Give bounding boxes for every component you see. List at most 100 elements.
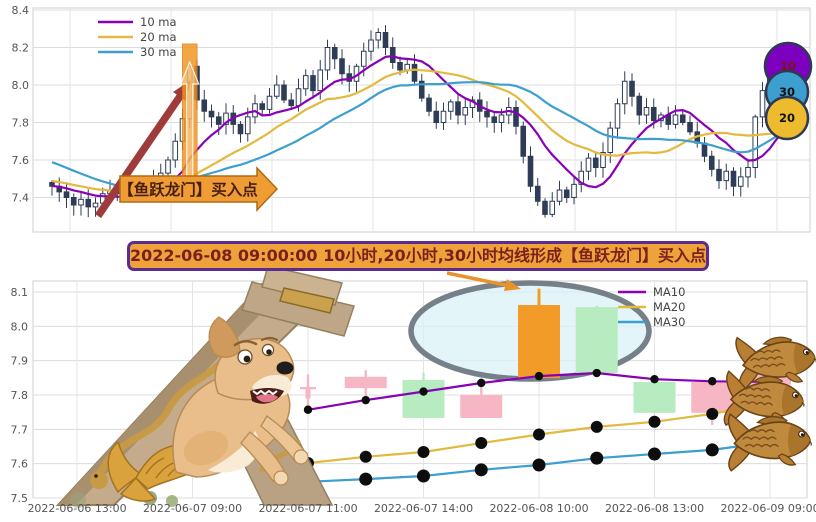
highlight-band bbox=[179, 43, 200, 187]
ma-marker bbox=[361, 395, 370, 405]
candle bbox=[708, 155, 715, 170]
candle bbox=[759, 90, 766, 118]
candle bbox=[752, 116, 759, 168]
x-tick-label: 2022-06-06 13:00 bbox=[27, 502, 126, 515]
ma-line bbox=[51, 81, 785, 190]
buy-point-flag: 【鱼跃龙门】买入点 bbox=[118, 166, 279, 212]
ma-marker bbox=[477, 378, 486, 388]
candle bbox=[462, 107, 469, 116]
dog-ear bbox=[208, 316, 241, 358]
candle bbox=[575, 307, 618, 374]
candle bbox=[259, 103, 266, 110]
ma-marker bbox=[419, 387, 428, 396]
candle bbox=[534, 185, 541, 202]
ma-badges: 10 30 20 bbox=[763, 41, 813, 141]
candle bbox=[730, 170, 737, 187]
candle bbox=[411, 63, 418, 82]
candle bbox=[455, 101, 461, 116]
candle bbox=[723, 170, 730, 182]
candle bbox=[70, 197, 77, 206]
candle bbox=[563, 189, 570, 198]
candle bbox=[237, 123, 244, 135]
y-tick-label: 7.7 bbox=[11, 423, 29, 436]
candle bbox=[418, 80, 425, 99]
y-tick-label: 8.1 bbox=[11, 286, 29, 299]
candle bbox=[165, 159, 171, 174]
y-tick-label: 8.0 bbox=[11, 320, 29, 333]
candle bbox=[520, 125, 527, 157]
candle bbox=[223, 112, 229, 125]
ma-marker bbox=[648, 415, 661, 428]
legend-item-label: 30 ma bbox=[140, 45, 177, 59]
candle bbox=[687, 122, 693, 133]
candle bbox=[447, 101, 454, 112]
dog-nose bbox=[276, 361, 294, 375]
ma-marker bbox=[359, 450, 372, 463]
ma-marker bbox=[648, 447, 661, 461]
y-tick-label: 7.5 bbox=[11, 492, 29, 505]
ma-marker bbox=[590, 420, 603, 433]
legend-item-label: MA10 bbox=[653, 285, 685, 299]
ma-marker bbox=[706, 407, 719, 420]
x-tick-label: 2022-06-07 11:00 bbox=[258, 502, 357, 515]
x-tick-label: 2022-06-08 10:00 bbox=[489, 502, 588, 515]
candle bbox=[402, 379, 445, 418]
ma-marker bbox=[303, 405, 313, 414]
y-tick-label: 8.2 bbox=[12, 42, 30, 55]
trend-arrow-shaft bbox=[94, 89, 187, 219]
pointer-arrow-head bbox=[504, 279, 521, 291]
candle bbox=[556, 189, 563, 202]
buy-flag-label: 【鱼跃龙门】买入点 bbox=[118, 180, 258, 199]
y-tick-label: 8.4 bbox=[12, 4, 30, 17]
candle bbox=[672, 114, 679, 125]
candle bbox=[629, 80, 635, 97]
candle bbox=[679, 114, 686, 123]
ma-marker bbox=[708, 377, 717, 386]
y-tick-label: 7.9 bbox=[11, 355, 29, 368]
y-tick-label: 7.6 bbox=[11, 458, 29, 471]
candle bbox=[745, 167, 751, 178]
y-tick-label: 8.0 bbox=[12, 79, 30, 92]
candle bbox=[513, 107, 519, 127]
candle bbox=[85, 198, 92, 208]
candle bbox=[244, 116, 251, 135]
candle bbox=[172, 140, 179, 161]
candle bbox=[549, 200, 556, 215]
ma-marker bbox=[532, 458, 546, 472]
candle bbox=[518, 305, 560, 379]
candle bbox=[368, 39, 374, 52]
candle bbox=[440, 110, 447, 123]
ma-marker bbox=[417, 469, 430, 483]
candle bbox=[636, 95, 643, 116]
ma-marker bbox=[705, 443, 719, 457]
y-tick-label: 7.4 bbox=[12, 192, 30, 205]
candle bbox=[397, 62, 403, 71]
bottom-ma-lines bbox=[301, 368, 777, 489]
top-axis-labels: 8.4 8.2 8.0 7.8 7.6 7.4 bbox=[12, 4, 30, 205]
legend-item-label: MA20 bbox=[653, 300, 685, 314]
up-arrow-icon bbox=[179, 60, 200, 183]
ma-marker bbox=[590, 451, 604, 465]
candle bbox=[310, 75, 316, 92]
ma-marker bbox=[475, 437, 488, 450]
legend-item-label: 10 ma bbox=[140, 15, 177, 29]
candle bbox=[607, 127, 614, 153]
candle bbox=[331, 47, 338, 60]
candle bbox=[305, 388, 311, 399]
event-banner: 2022-06-08 09:00:00 10小时,20小时,30小时均线形成【鱼… bbox=[127, 241, 709, 271]
buy-flag-shape bbox=[119, 166, 279, 212]
fish-tail-fin bbox=[107, 440, 143, 494]
ma-badge-label: 30 bbox=[779, 85, 795, 99]
plot-border bbox=[32, 7, 811, 233]
candle bbox=[650, 107, 657, 122]
candle bbox=[92, 202, 99, 208]
x-tick-label: 2022-06-07 09:00 bbox=[143, 502, 242, 515]
candle bbox=[360, 50, 367, 67]
candle bbox=[344, 376, 387, 389]
candle bbox=[317, 69, 324, 92]
ma-marker bbox=[417, 445, 430, 458]
legend-item-label: 20 ma bbox=[140, 30, 177, 44]
